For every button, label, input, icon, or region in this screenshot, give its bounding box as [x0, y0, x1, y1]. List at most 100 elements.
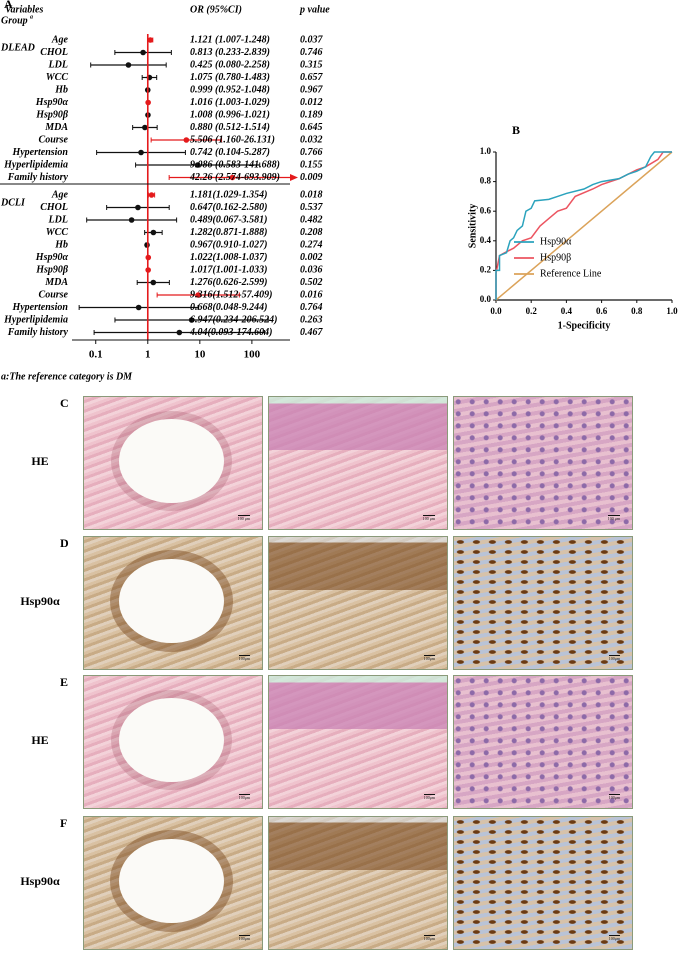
variable-label: WCC: [46, 72, 69, 83]
variable-label: CHOL: [40, 47, 68, 58]
or-point: [125, 62, 132, 68]
legend-label: Reference Line: [540, 268, 602, 279]
or-label: 0.967(0.910-1.027): [190, 239, 268, 250]
stain-label: HE: [31, 454, 49, 468]
y-tick-label: 0.6: [480, 205, 492, 215]
or-label: 0.880 (0.512-1.514): [190, 122, 270, 133]
x-tick-label: 0.8: [631, 306, 643, 316]
or-point: [138, 149, 144, 156]
header-p: p value: [299, 4, 330, 15]
p-value: 0.274: [300, 239, 323, 250]
or-label: 0.813 (0.233-2.839): [190, 47, 270, 58]
y-axis-label: Sensitivity: [467, 204, 478, 248]
x-tick-label: 0.2: [526, 306, 538, 316]
p-value: 0.766: [300, 147, 323, 158]
variable-label: Age: [51, 34, 69, 45]
header-or: OR (95%CI): [190, 4, 242, 15]
intima-band: [269, 676, 447, 729]
stain-label: Hsp90α: [20, 874, 60, 888]
header-variables: Variables: [5, 4, 43, 15]
scale-bar: 100 μm: [422, 515, 435, 521]
x-axis-label: 1-Specificity: [558, 320, 611, 331]
or-point: [183, 137, 190, 143]
variable-label: LDL: [48, 214, 68, 225]
p-value: 0.208: [300, 227, 323, 238]
vessel-lumen: [119, 839, 224, 923]
or-label: 5.506 (1.160-26.131): [190, 134, 275, 145]
forest-marks: [78, 37, 296, 336]
p-value: 0.263: [300, 314, 323, 325]
y-tick-label: 0.4: [480, 235, 492, 245]
ci-arrow: [290, 174, 298, 181]
variable-label: Hsp90β: [35, 264, 69, 275]
variable-label: Course: [39, 134, 69, 145]
y-tick-label: 0.8: [480, 176, 492, 186]
or-point: [140, 49, 146, 56]
or-point: [150, 229, 157, 236]
vessel-lumen: [119, 419, 224, 503]
y-tick-label: 1.0: [480, 146, 492, 156]
or-label: 0.668(0.048-9.244): [190, 302, 268, 313]
histology-panels: C HE 100 μm 100 μm 100 μm D Hsp90α 100μm 100μm 10…: [0, 392, 697, 955]
micrograph: 100μm: [83, 675, 263, 809]
or-label: 1.016 (1.003-1.029): [190, 97, 270, 108]
header-group-mark: a: [30, 14, 33, 20]
y-tick-label: 0.2: [480, 264, 492, 274]
variable-label: Course: [39, 289, 69, 300]
variable-label: MDA: [44, 122, 68, 133]
or-point: [135, 204, 141, 211]
stain-label: HE: [31, 733, 49, 747]
x-tick-label: 0.4: [561, 306, 573, 316]
or-label: 42.26 (2.574-693.909): [189, 172, 280, 183]
or-point: [194, 162, 201, 168]
variable-label: Hsp90β: [35, 109, 69, 120]
micrograph: 100 μm: [83, 396, 263, 530]
micrograph: 100μm: [83, 536, 263, 670]
x-tick-label: 0.0: [490, 306, 502, 316]
x-tick-label: 10: [194, 349, 206, 361]
or-label: 4.04(0.093-174.604): [189, 327, 273, 338]
or-point: [150, 279, 157, 286]
variable-label: CHOL: [40, 202, 68, 213]
or-point: [147, 37, 154, 43]
micrograph: 100μm: [268, 536, 448, 670]
scale-bar: 100μm: [238, 794, 250, 800]
or-point: [229, 174, 236, 181]
x-tick-label: 0.1: [89, 349, 103, 361]
or-label: 0.999 (0.952-1.048): [190, 84, 270, 95]
figure-top: A Variables Group a OR (95%CI) p value a…: [0, 0, 678, 382]
legend-label: Hsp90β: [540, 252, 571, 263]
scale-bar: 100μm: [608, 794, 620, 800]
scale-bar: 100 μm: [237, 515, 250, 521]
intima-band: [269, 537, 447, 590]
p-value: 0.032: [300, 134, 323, 145]
scale-bar: 100 μm: [607, 515, 620, 521]
x-tick-label: 1.0: [666, 306, 678, 316]
vessel-lumen: [119, 559, 224, 643]
micrograph: 100μm: [453, 816, 633, 950]
micrograph: 100μm: [268, 816, 448, 950]
legend-label: Hsp90α: [540, 236, 572, 247]
or-label: 1.008 (0.996-1.021): [190, 109, 270, 120]
p-value: 0.009: [300, 172, 323, 183]
p-value: 0.537: [300, 202, 324, 213]
variable-label: WCC: [46, 227, 69, 238]
micrograph: 100μm: [83, 816, 263, 950]
or-point: [135, 304, 142, 311]
scale-bar: 100μm: [423, 935, 435, 941]
group-name: DLEAD: [0, 42, 35, 53]
header-group: Group: [1, 15, 28, 26]
or-label: 6.947(0.234-206.524): [190, 314, 278, 325]
footnote: a:The reference category is DM: [1, 371, 133, 382]
or-label: 0.489(0.067-3.581): [190, 214, 268, 225]
or-label: 1.282(0.871-1.888): [190, 227, 268, 238]
p-value: 0.012: [300, 97, 323, 108]
p-value: 0.016: [300, 289, 323, 300]
p-value: 0.018: [300, 189, 323, 200]
scale-bar: 100μm: [608, 655, 620, 661]
p-value: 0.155: [300, 159, 323, 170]
group-name: DCLI: [0, 197, 26, 208]
variable-label: Hypertension: [11, 302, 68, 313]
variable-label: Hsp90α: [35, 252, 69, 263]
